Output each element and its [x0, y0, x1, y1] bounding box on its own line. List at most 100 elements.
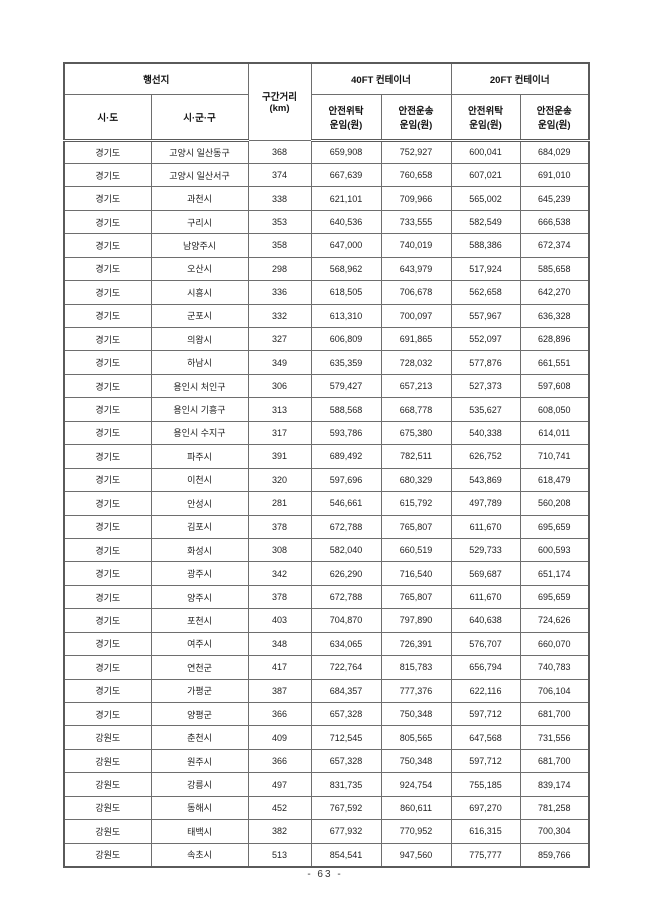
cell-40ft-transport: 740,019	[380, 233, 452, 258]
cell-20ft-transport: 651,174	[519, 561, 590, 586]
cell-20ft-consign: 576,707	[450, 631, 521, 657]
cell-distance: 327	[247, 326, 312, 352]
cell-province: 경기도	[63, 209, 152, 235]
cell-40ft-transport: 760,658	[380, 162, 452, 188]
cell-40ft-consign: 831,735	[310, 772, 382, 797]
cell-20ft-transport: 628,896	[519, 326, 590, 352]
cell-20ft-consign: 565,002	[450, 186, 521, 211]
cell-40ft-consign: 689,492	[310, 444, 382, 469]
table-row: 강원도 태백시 382 677,932 770,952 616,315 700,304	[63, 819, 590, 844]
table-body: 경기도 고양시 일산동구 368 659,908 752,927 600,041 684,0…	[63, 139, 590, 868]
cell-40ft-consign: 704,870	[310, 608, 382, 633]
cell-city-district: 용인시 수지구	[150, 420, 249, 446]
cell-20ft-transport: 645,239	[519, 186, 590, 211]
cell-province: 경기도	[63, 561, 152, 586]
cell-40ft-transport: 860,611	[380, 795, 452, 821]
table-row: 강원도 원주시 366 657,328 750,348 597,712 681,700	[63, 748, 590, 774]
cell-distance: 497	[247, 772, 312, 797]
cell-40ft-transport: 706,678	[380, 280, 452, 305]
cell-distance: 332	[247, 303, 312, 329]
cell-city-district: 군포시	[150, 303, 249, 329]
table-row: 경기도 구리시 353 640,536 733,555 582,549 666,538	[63, 209, 590, 235]
cell-40ft-transport: 797,890	[380, 608, 452, 633]
table-row: 경기도 양평군 366 657,328 750,348 597,712 681,700	[63, 701, 590, 727]
cell-20ft-consign: 600,041	[450, 139, 521, 164]
cell-40ft-transport: 765,807	[380, 584, 452, 610]
table-row: 강원도 속초시 513 854,541 947,560 775,777 859,766	[63, 842, 590, 868]
cell-40ft-consign: 568,962	[310, 256, 382, 282]
header-city-district: 시·군·구	[150, 93, 249, 142]
cell-20ft-consign: 626,752	[450, 444, 521, 469]
cell-20ft-transport: 560,208	[519, 491, 590, 516]
cell-20ft-transport: 740,783	[519, 655, 590, 680]
cell-40ft-transport: 709,966	[380, 186, 452, 211]
cell-20ft-transport: 731,556	[519, 725, 590, 750]
cell-distance: 513	[247, 842, 312, 868]
table-row: 경기도 용인시 처인구 306 579,427 657,213 527,373 597,60…	[63, 373, 590, 399]
cell-40ft-consign: 593,786	[310, 420, 382, 446]
cell-40ft-transport: 815,783	[380, 655, 452, 680]
cell-city-district: 시흥시	[150, 280, 249, 305]
cell-20ft-transport: 781,258	[519, 795, 590, 821]
cell-20ft-transport: 661,551	[519, 350, 590, 375]
table-row: 경기도 화성시 308 582,040 660,519 529,733 600,593	[63, 537, 590, 563]
cell-province: 경기도	[63, 397, 152, 422]
cell-city-district: 광주시	[150, 561, 249, 586]
cell-20ft-consign: 611,670	[450, 584, 521, 610]
table-row: 경기도 광주시 342 626,290 716,540 569,687 651,174	[63, 561, 590, 586]
cell-distance: 366	[247, 701, 312, 727]
cell-40ft-consign: 606,809	[310, 326, 382, 352]
cell-20ft-consign: 616,315	[450, 819, 521, 844]
cell-40ft-consign: 722,764	[310, 655, 382, 680]
table-row: 경기도 가평군 387 684,357 777,376 622,116 706,104	[63, 678, 590, 704]
cell-city-district: 속초시	[150, 842, 249, 868]
cell-province: 경기도	[63, 326, 152, 352]
cell-40ft-consign: 546,661	[310, 491, 382, 516]
cell-20ft-consign: 557,967	[450, 303, 521, 329]
cell-20ft-consign: 577,876	[450, 350, 521, 375]
cell-city-district: 태백시	[150, 819, 249, 844]
cell-20ft-consign: 647,568	[450, 725, 521, 750]
cell-40ft-transport: 675,380	[380, 420, 452, 446]
cell-distance: 349	[247, 350, 312, 375]
cell-distance: 358	[247, 233, 312, 258]
table-row: 경기도 의왕시 327 606,809 691,865 552,097 628,896	[63, 326, 590, 352]
cell-40ft-consign: 767,592	[310, 795, 382, 821]
cell-40ft-transport: 700,097	[380, 303, 452, 329]
cell-40ft-transport: 660,519	[380, 537, 452, 563]
cell-distance: 382	[247, 819, 312, 844]
cell-20ft-consign: 588,386	[450, 233, 521, 258]
cell-province: 경기도	[63, 467, 152, 493]
cell-40ft-consign: 712,545	[310, 725, 382, 750]
cell-city-district: 고양시 일산서구	[150, 162, 249, 188]
cell-40ft-transport: 728,032	[380, 350, 452, 375]
page-number: - 63 -	[307, 869, 343, 880]
freight-rate-table: 행선지 구간거리 (km) 40FT 컨테이너 20FT 컨테이너 시·도 시·…	[63, 62, 591, 868]
cell-distance: 378	[247, 584, 312, 610]
cell-province: 경기도	[63, 701, 152, 727]
cell-province: 경기도	[63, 139, 152, 164]
cell-city-district: 이천시	[150, 467, 249, 493]
cell-city-district: 연천군	[150, 655, 249, 680]
cell-40ft-consign: 634,065	[310, 631, 382, 657]
cell-20ft-consign: 562,658	[450, 280, 521, 305]
cell-20ft-consign: 697,270	[450, 795, 521, 821]
cell-distance: 378	[247, 514, 312, 539]
cell-20ft-transport: 597,608	[519, 373, 590, 399]
cell-40ft-transport: 770,952	[380, 819, 452, 844]
cell-province: 강원도	[63, 725, 152, 750]
cell-20ft-consign: 622,116	[450, 678, 521, 704]
cell-20ft-transport: 585,658	[519, 256, 590, 282]
table-row: 경기도 양주시 378 672,788 765,807 611,670 695,659	[63, 584, 590, 610]
cell-city-district: 양평군	[150, 701, 249, 727]
cell-province: 경기도	[63, 444, 152, 469]
cell-20ft-transport: 706,104	[519, 678, 590, 704]
cell-20ft-transport: 684,029	[519, 139, 590, 164]
cell-distance: 374	[247, 162, 312, 188]
cell-province: 강원도	[63, 842, 152, 868]
cell-city-district: 원주시	[150, 748, 249, 774]
cell-city-district: 안성시	[150, 491, 249, 516]
cell-20ft-consign: 775,777	[450, 842, 521, 868]
cell-distance: 338	[247, 186, 312, 211]
